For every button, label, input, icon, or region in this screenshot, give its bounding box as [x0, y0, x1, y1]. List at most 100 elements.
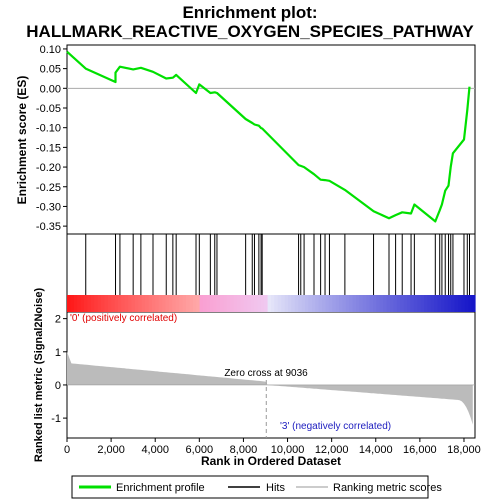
heat-segment [471, 295, 476, 312]
legend-label-metric: Ranking metric scores [333, 482, 442, 494]
heat-segment [410, 295, 415, 312]
heat-segment [298, 295, 303, 312]
heat-segment [284, 295, 289, 312]
heat-segment [383, 295, 388, 312]
heat-segment [315, 295, 320, 312]
heat-segment [308, 295, 313, 312]
heat-segment [301, 295, 306, 312]
ranking-heat-bar [67, 295, 476, 312]
heat-segment [107, 295, 112, 312]
heat-segment [104, 295, 109, 312]
es-y-tick-label: -0.15 [36, 142, 61, 154]
heat-segment [223, 295, 228, 312]
heat-segment [417, 295, 422, 312]
x-tick-label: 8,000 [230, 444, 258, 456]
es-y-tick-label: 0.00 [40, 83, 61, 95]
heat-segment [87, 295, 92, 312]
heat-segment [281, 295, 286, 312]
heat-segment [247, 295, 252, 312]
heat-segment [390, 295, 394, 312]
heat-segment [84, 295, 88, 312]
heat-segment [403, 295, 408, 312]
heat-segment [175, 295, 180, 312]
heat-segment [335, 295, 340, 312]
heat-segment [393, 295, 398, 312]
heat-segment [325, 295, 330, 312]
heat-segment [250, 295, 255, 312]
chart-title-line2: HALLMARK_REACTIVE_OXYGEN_SPECIES_PATHWAY [26, 22, 474, 41]
heat-segment [318, 295, 323, 312]
x-axis: 0 2,000 4,000 6,000 8,000 10,000 12,000 14,000 1… [64, 438, 481, 456]
metric-y-tick-label: 0 [55, 380, 61, 392]
heat-segment [192, 295, 197, 312]
heat-segment [345, 295, 350, 312]
heat-segment [237, 295, 241, 312]
metric-y-tick-label: 1 [55, 347, 61, 359]
x-tick-label: 18,000 [447, 444, 481, 456]
es-profile-line [66, 50, 471, 223]
heat-segment [67, 295, 71, 312]
heat-segment [352, 295, 357, 312]
heat-segment [148, 295, 153, 312]
heat-segment [413, 295, 418, 312]
es-y-tick-label: -0.25 [36, 182, 61, 194]
metric-area-fill [67, 351, 473, 425]
heat-segment [444, 295, 449, 312]
zero-cross-label: Zero cross at 9036 [224, 368, 308, 379]
heat-segment [73, 295, 78, 312]
heat-segment [254, 295, 258, 312]
es-profile-polyline [66, 50, 471, 223]
heat-segment [356, 295, 360, 312]
heat-segment [209, 295, 214, 312]
heat-segment [311, 295, 316, 312]
heat-segment [437, 295, 442, 312]
es-y-tick-label: -0.30 [36, 201, 61, 213]
heat-segment [458, 295, 462, 312]
heat-segment [291, 295, 296, 312]
x-tick-label: 10,000 [271, 444, 305, 456]
es-y-axis-label: Enrichment score (ES) [15, 76, 29, 205]
negative-correlation-label: '3' (negatively correlated) [280, 421, 391, 432]
heat-segment [447, 295, 452, 312]
es-y-tick-label: -0.35 [36, 221, 61, 233]
heat-segment [101, 295, 105, 312]
es-y-axis: 0.10 0.05 0.00 -0.05 -0.10 -0.15 -0.20 -0.25 -0.… [36, 44, 67, 233]
heat-segment [165, 295, 170, 312]
legend-label-enrichment: Enrichment profile [116, 482, 205, 494]
es-y-tick-label: -0.20 [36, 162, 61, 174]
x-tick-label: 14,000 [359, 444, 393, 456]
heat-segment [233, 295, 238, 312]
heat-segment [277, 295, 282, 312]
heat-segment [332, 295, 337, 312]
legend: Enrichment profile Hits Ranking metric s… [71, 475, 442, 499]
heat-segment [226, 295, 231, 312]
es-y-tick-label: 0.10 [40, 44, 61, 56]
heat-segment [182, 295, 187, 312]
heat-segment [424, 295, 428, 312]
positive-correlation-label: '0' (positively correlated) [70, 313, 177, 324]
heat-segment [376, 295, 381, 312]
x-tick-label: 16,000 [403, 444, 437, 456]
heat-segment [468, 295, 473, 312]
heat-segment [70, 295, 75, 312]
x-axis-label: Rank in Ordered Dataset [201, 454, 341, 468]
heat-segment [359, 295, 364, 312]
heat-segment [271, 295, 275, 312]
heat-segment [427, 295, 432, 312]
metric-y-tick-label: 2 [55, 314, 61, 326]
heat-segment [305, 295, 309, 312]
heat-segment [90, 295, 95, 312]
heat-segment [124, 295, 129, 312]
heat-segment [264, 295, 269, 312]
heat-segment [162, 295, 167, 312]
heat-segment [196, 295, 201, 312]
heat-segment [362, 295, 367, 312]
heat-segment [216, 295, 221, 312]
heat-segment [322, 295, 326, 312]
heat-segment [213, 295, 218, 312]
heat-segment [155, 295, 160, 312]
hit-marks [66, 234, 470, 295]
heat-segment [131, 295, 136, 312]
heat-segment [189, 295, 194, 312]
